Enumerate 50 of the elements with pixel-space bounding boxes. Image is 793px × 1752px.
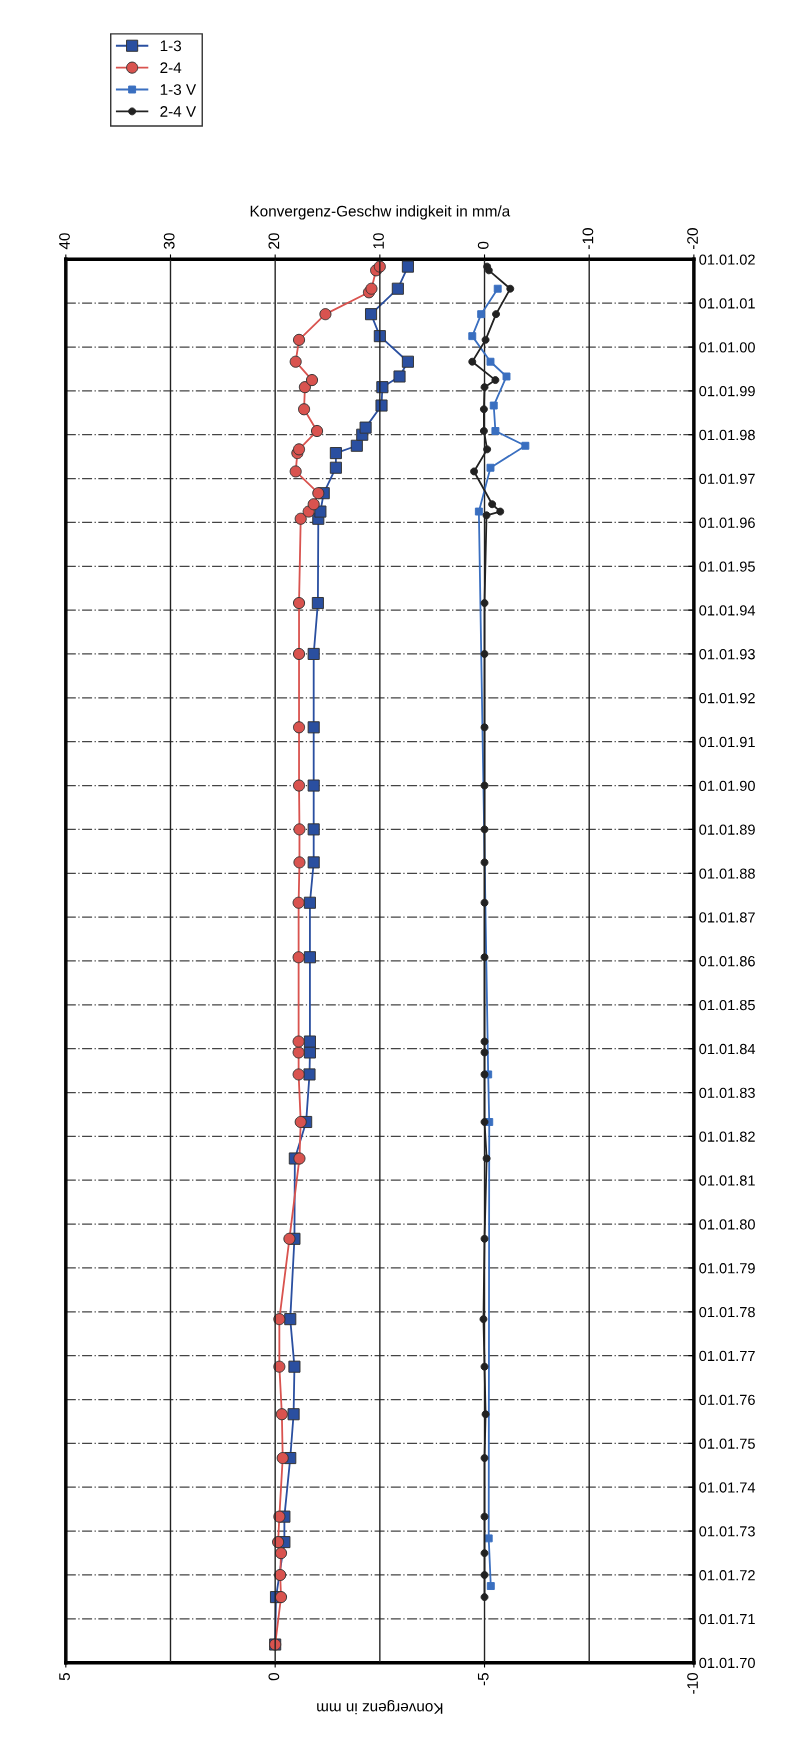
- y-tick-label: 01.01.96: [699, 517, 755, 528]
- legend-label: 2-4: [160, 62, 182, 73]
- x2-tick-label: 20: [268, 233, 280, 249]
- y-tick-label: 01.01.70: [699, 1657, 755, 1669]
- y-tick-label: 01.01.75: [699, 1438, 755, 1449]
- x-tick-label: 0: [268, 1672, 280, 1681]
- x2-tick-label: -10: [582, 228, 594, 249]
- legend-label: 1-3: [160, 40, 182, 52]
- y-tick-label: 01.01.91: [699, 736, 755, 748]
- x2-axis-title: Konvergenz-Geschw indigkeit in mm/a: [250, 205, 511, 220]
- y-tick-label: 01.01.02: [699, 254, 755, 265]
- y-tick-label: 01.01.92: [699, 693, 755, 704]
- x2-tick-label: 0: [477, 241, 489, 249]
- x-tick-label: -10: [687, 1672, 698, 1694]
- x2-tick-label: 10: [373, 233, 384, 249]
- y-tick-label: 01.01.88: [699, 868, 755, 879]
- y-tick-label: 01.01.98: [699, 429, 755, 441]
- y-tick-label: 01.01.97: [699, 473, 755, 484]
- y-tick-label: 01.01.00: [699, 342, 755, 353]
- y-tick-label: 01.01.87: [699, 912, 755, 923]
- y-tick-label: 01.01.80: [699, 1219, 755, 1230]
- x-tick-label: -5: [477, 1673, 489, 1686]
- y-tick-label: 01.01.86: [699, 956, 755, 967]
- x2-tick-label: -20: [687, 228, 698, 249]
- y-tick-label: 01.01.99: [699, 385, 755, 397]
- y-tick-label: 01.01.84: [699, 1043, 756, 1055]
- y-tick-label: 01.01.76: [699, 1394, 755, 1406]
- x2-tick-label: 30: [163, 233, 175, 249]
- y-tick-label: 01.01.73: [699, 1526, 755, 1537]
- y-tick-label: 01.01.93: [699, 649, 755, 660]
- y-tick-label: 01.01.71: [699, 1613, 755, 1625]
- y-tick-label: 01.01.82: [699, 1131, 755, 1142]
- x-axis-title: Konvergenz in mm: [317, 1700, 443, 1715]
- y-tick-label: 01.01.74: [699, 1482, 756, 1493]
- y-tick-label: 01.01.90: [699, 780, 755, 791]
- y-tick-label: 01.01.85: [699, 999, 755, 1011]
- y-tick-label: 01.01.95: [699, 561, 755, 572]
- x-tick-label: 5: [59, 1673, 70, 1681]
- legend-label: 2-4 V: [160, 106, 197, 117]
- legend-label: 1-3 V: [160, 84, 197, 96]
- y-tick-label: 01.01.83: [699, 1087, 755, 1098]
- x2-tick-label: 40: [59, 233, 70, 250]
- y-tick-label: 01.01.01: [699, 298, 755, 309]
- y-tick-label: 01.01.78: [699, 1306, 755, 1318]
- y-tick-label: 01.01.77: [699, 1350, 755, 1362]
- y-tick-label: 01.01.81: [699, 1175, 755, 1186]
- y-tick-label: 01.01.94: [699, 605, 756, 616]
- y-tick-label: 01.01.79: [699, 1263, 755, 1274]
- y-tick-label: 01.01.72: [699, 1570, 755, 1581]
- y-tick-label: 01.01.89: [699, 824, 755, 835]
